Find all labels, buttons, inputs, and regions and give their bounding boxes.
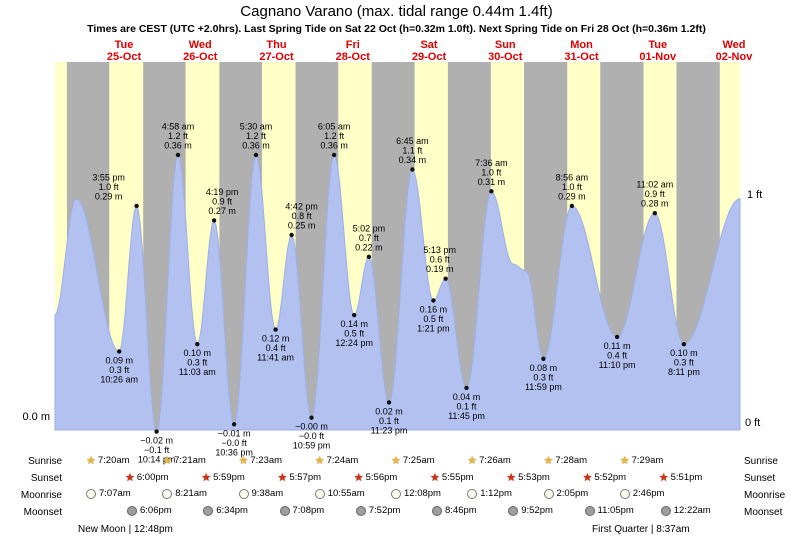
tide-annotation-low: 0.12 m 0.4 ft 11:41 am [257, 334, 294, 363]
y-axis-left-label: 0.0 m [22, 411, 50, 423]
tide-annotation-high: 3:55 pm 1.0 ft 0.29 m [92, 172, 125, 201]
tide-annotation-low: 0.08 m 0.3 ft 11:59 pm [525, 363, 562, 392]
tide-annotation-low: 0.10 m 0.3 ft 11:03 am [179, 348, 216, 377]
day-label: Sun 30-Oct [488, 39, 523, 63]
tide-annotation-high: 6:45 am 1.1 ft 0.34 m [396, 136, 429, 165]
tide-annotation-low: 0.09 m 0.3 ft 10:26 am [100, 356, 138, 385]
tide-extreme-dot [211, 218, 217, 223]
tide-extreme-dot [134, 203, 139, 209]
tide-extreme-dot [231, 422, 237, 427]
tide-annotation-high: 11:02 am 0.9 ft 0.28 m [636, 180, 673, 209]
tide-extreme-dot [273, 327, 278, 332]
tide-annotation-low: 0.14 m 0.5 ft 12:24 pm [335, 319, 373, 348]
tide-extreme-dot [253, 152, 259, 158]
day-label: Fri 28-Oct [335, 39, 370, 63]
tide-annotation-low: 0.11 m 0.4 ft 11:10 pm [599, 341, 636, 370]
tide-annotation-high: 6:05 am 1.2 ft 0.36 m [318, 121, 351, 150]
tide-annotation-high: 4:58 am 1.2 ft 0.36 m [162, 121, 195, 150]
day-label: Tue 25-Oct [106, 39, 142, 63]
tide-annotation-high: 5:30 am 1.2 ft 0.36 m [240, 121, 273, 150]
tide-annotation-low: −0.01 m −0.0 ft 10:36 pm [215, 428, 253, 457]
tide-extreme-dot [386, 400, 392, 405]
tide-extreme-dot [464, 385, 469, 391]
tide-extreme-dot [614, 334, 620, 340]
day-label: Wed 02-Nov [715, 39, 753, 63]
tide-annotation-low: 0.02 m 0.1 ft 11:23 pm [371, 406, 408, 435]
tide-extreme-dot [541, 356, 546, 361]
tide-extreme-dot [195, 342, 200, 347]
day-label: Tue 01-Nov [639, 39, 677, 63]
tide-extreme-dot [331, 152, 337, 158]
tide-extreme-dot [289, 232, 294, 238]
tide-extreme-dot [652, 211, 657, 216]
tide-annotation-high: 4:19 pm 0.9 ft 0.27 m [206, 187, 239, 216]
tide-annotation-high: 8:56 am 1.0 ft 0.29 m [556, 172, 589, 201]
page-subtitle: Times are CEST (UTC +2.0hrs). Last Sprin… [87, 23, 706, 35]
tide-extreme-dot [175, 152, 181, 158]
tide-annotation-high: 7:36 am 1.0 ft 0.31 m [475, 158, 508, 187]
tide-annotation-low: −0.02 m −0.1 ft 10:14 pm [138, 436, 176, 465]
tide-annotation-high: 5:02 pm 0.7 ft 0.22 m [353, 223, 386, 252]
tide-annotation-high: 4:42 pm 0.8 ft 0.25 m [285, 202, 318, 231]
y-axis-right-tick-0ft: 0 ft [745, 417, 761, 429]
page-title: Cagnano Varano (max. tidal range 0.44m 1… [240, 3, 553, 20]
day-label: Wed 26-Oct [183, 39, 218, 63]
tide-extreme-dot [309, 415, 314, 420]
tide-extreme-dot [681, 342, 687, 347]
daylight-band [55, 62, 67, 430]
tide-extreme-dot [117, 349, 122, 354]
y-axis-right-tick-1ft: 1 ft [747, 189, 763, 201]
tide-annotation-low: 0.16 m 0.5 ft 1:21 pm [417, 305, 450, 334]
tide-extreme-dot [489, 189, 494, 194]
day-label: Sat 29-Oct [411, 39, 447, 63]
tide-extreme-dot [154, 429, 159, 434]
tide-curve [54, 153, 741, 434]
tide-extreme-dot [443, 276, 448, 281]
day-label: Mon 31-Oct [564, 39, 599, 63]
tide-extreme-dot [352, 312, 357, 318]
tide-annotation-low: 0.10 m 0.3 ft 8:11 pm [668, 348, 700, 377]
day-label: Thu 27-Oct [259, 39, 294, 63]
tide-extreme-dot [410, 167, 415, 172]
tide-extreme-dot [366, 254, 372, 259]
day-labels-row: Tue 25-Oct Wed 26-Oct Thu 27-Oct Fri 28-Oct Sat 2… [0, 39, 793, 64]
tide-extreme-dot [569, 203, 575, 209]
tide-annotation-low: −0.00 m −0.0 ft 10:59 pm [293, 422, 331, 451]
tide-annotation-low: 0.04 m 0.1 ft 11:45 pm [448, 392, 485, 421]
tide-extreme-dot [431, 298, 436, 303]
tide-annotation-high: 5:13 pm 0.6 ft 0.19 m [423, 245, 456, 274]
